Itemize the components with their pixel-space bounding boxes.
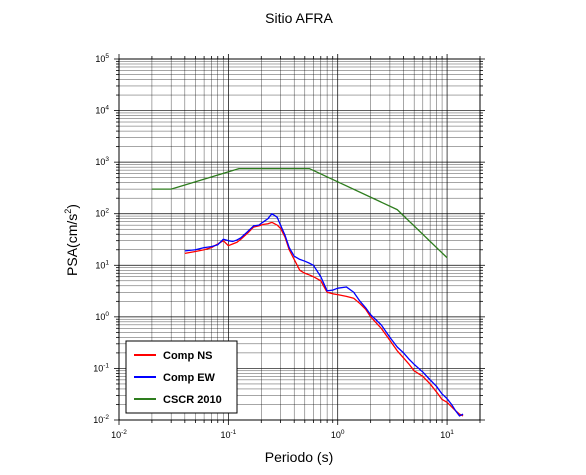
y-axis-title: PSA(cm/s2)	[63, 204, 80, 276]
x-tick-label: 101	[440, 429, 454, 440]
y-axis-title-exp: 2	[63, 209, 73, 214]
series-line-0	[184, 221, 464, 417]
series-line-1	[184, 213, 464, 417]
plot-frame	[118, 58, 481, 421]
x-tick-label: 10-2	[111, 429, 127, 440]
y-axis-title-close: )	[64, 204, 80, 209]
legend-label-ew: Comp EW	[163, 372, 216, 384]
chart-title: Sitio AFRA	[265, 10, 333, 26]
legend-label-ns: Comp NS	[163, 350, 213, 362]
y-tick-label: 100	[95, 311, 109, 322]
grid	[118, 58, 481, 421]
y-tick-label: 10-2	[93, 414, 109, 425]
axis-ticks: 10-2 10-1 100 101 10-2 10-1 100 101 102 103 104 105	[93, 53, 485, 440]
y-tick-label: 103	[95, 156, 109, 167]
series-lines	[151, 167, 464, 417]
y-tick-label: 105	[95, 53, 109, 64]
y-tick-label: 101	[95, 259, 109, 270]
y-tick-label: 104	[95, 105, 109, 116]
y-tick-label: 10-1	[93, 362, 109, 373]
x-tick-label: 10-1	[220, 429, 236, 440]
x-tick-label: 100	[331, 429, 345, 440]
legend-label-cscr: CSCR 2010	[163, 394, 222, 406]
x-axis-title: Periodo (s)	[265, 449, 333, 465]
y-tick-label: 102	[95, 208, 109, 219]
legend: Comp NS Comp EW CSCR 2010	[125, 340, 238, 414]
y-axis-title-base: PSA(cm/s	[64, 214, 80, 276]
series-line-2	[151, 167, 448, 259]
